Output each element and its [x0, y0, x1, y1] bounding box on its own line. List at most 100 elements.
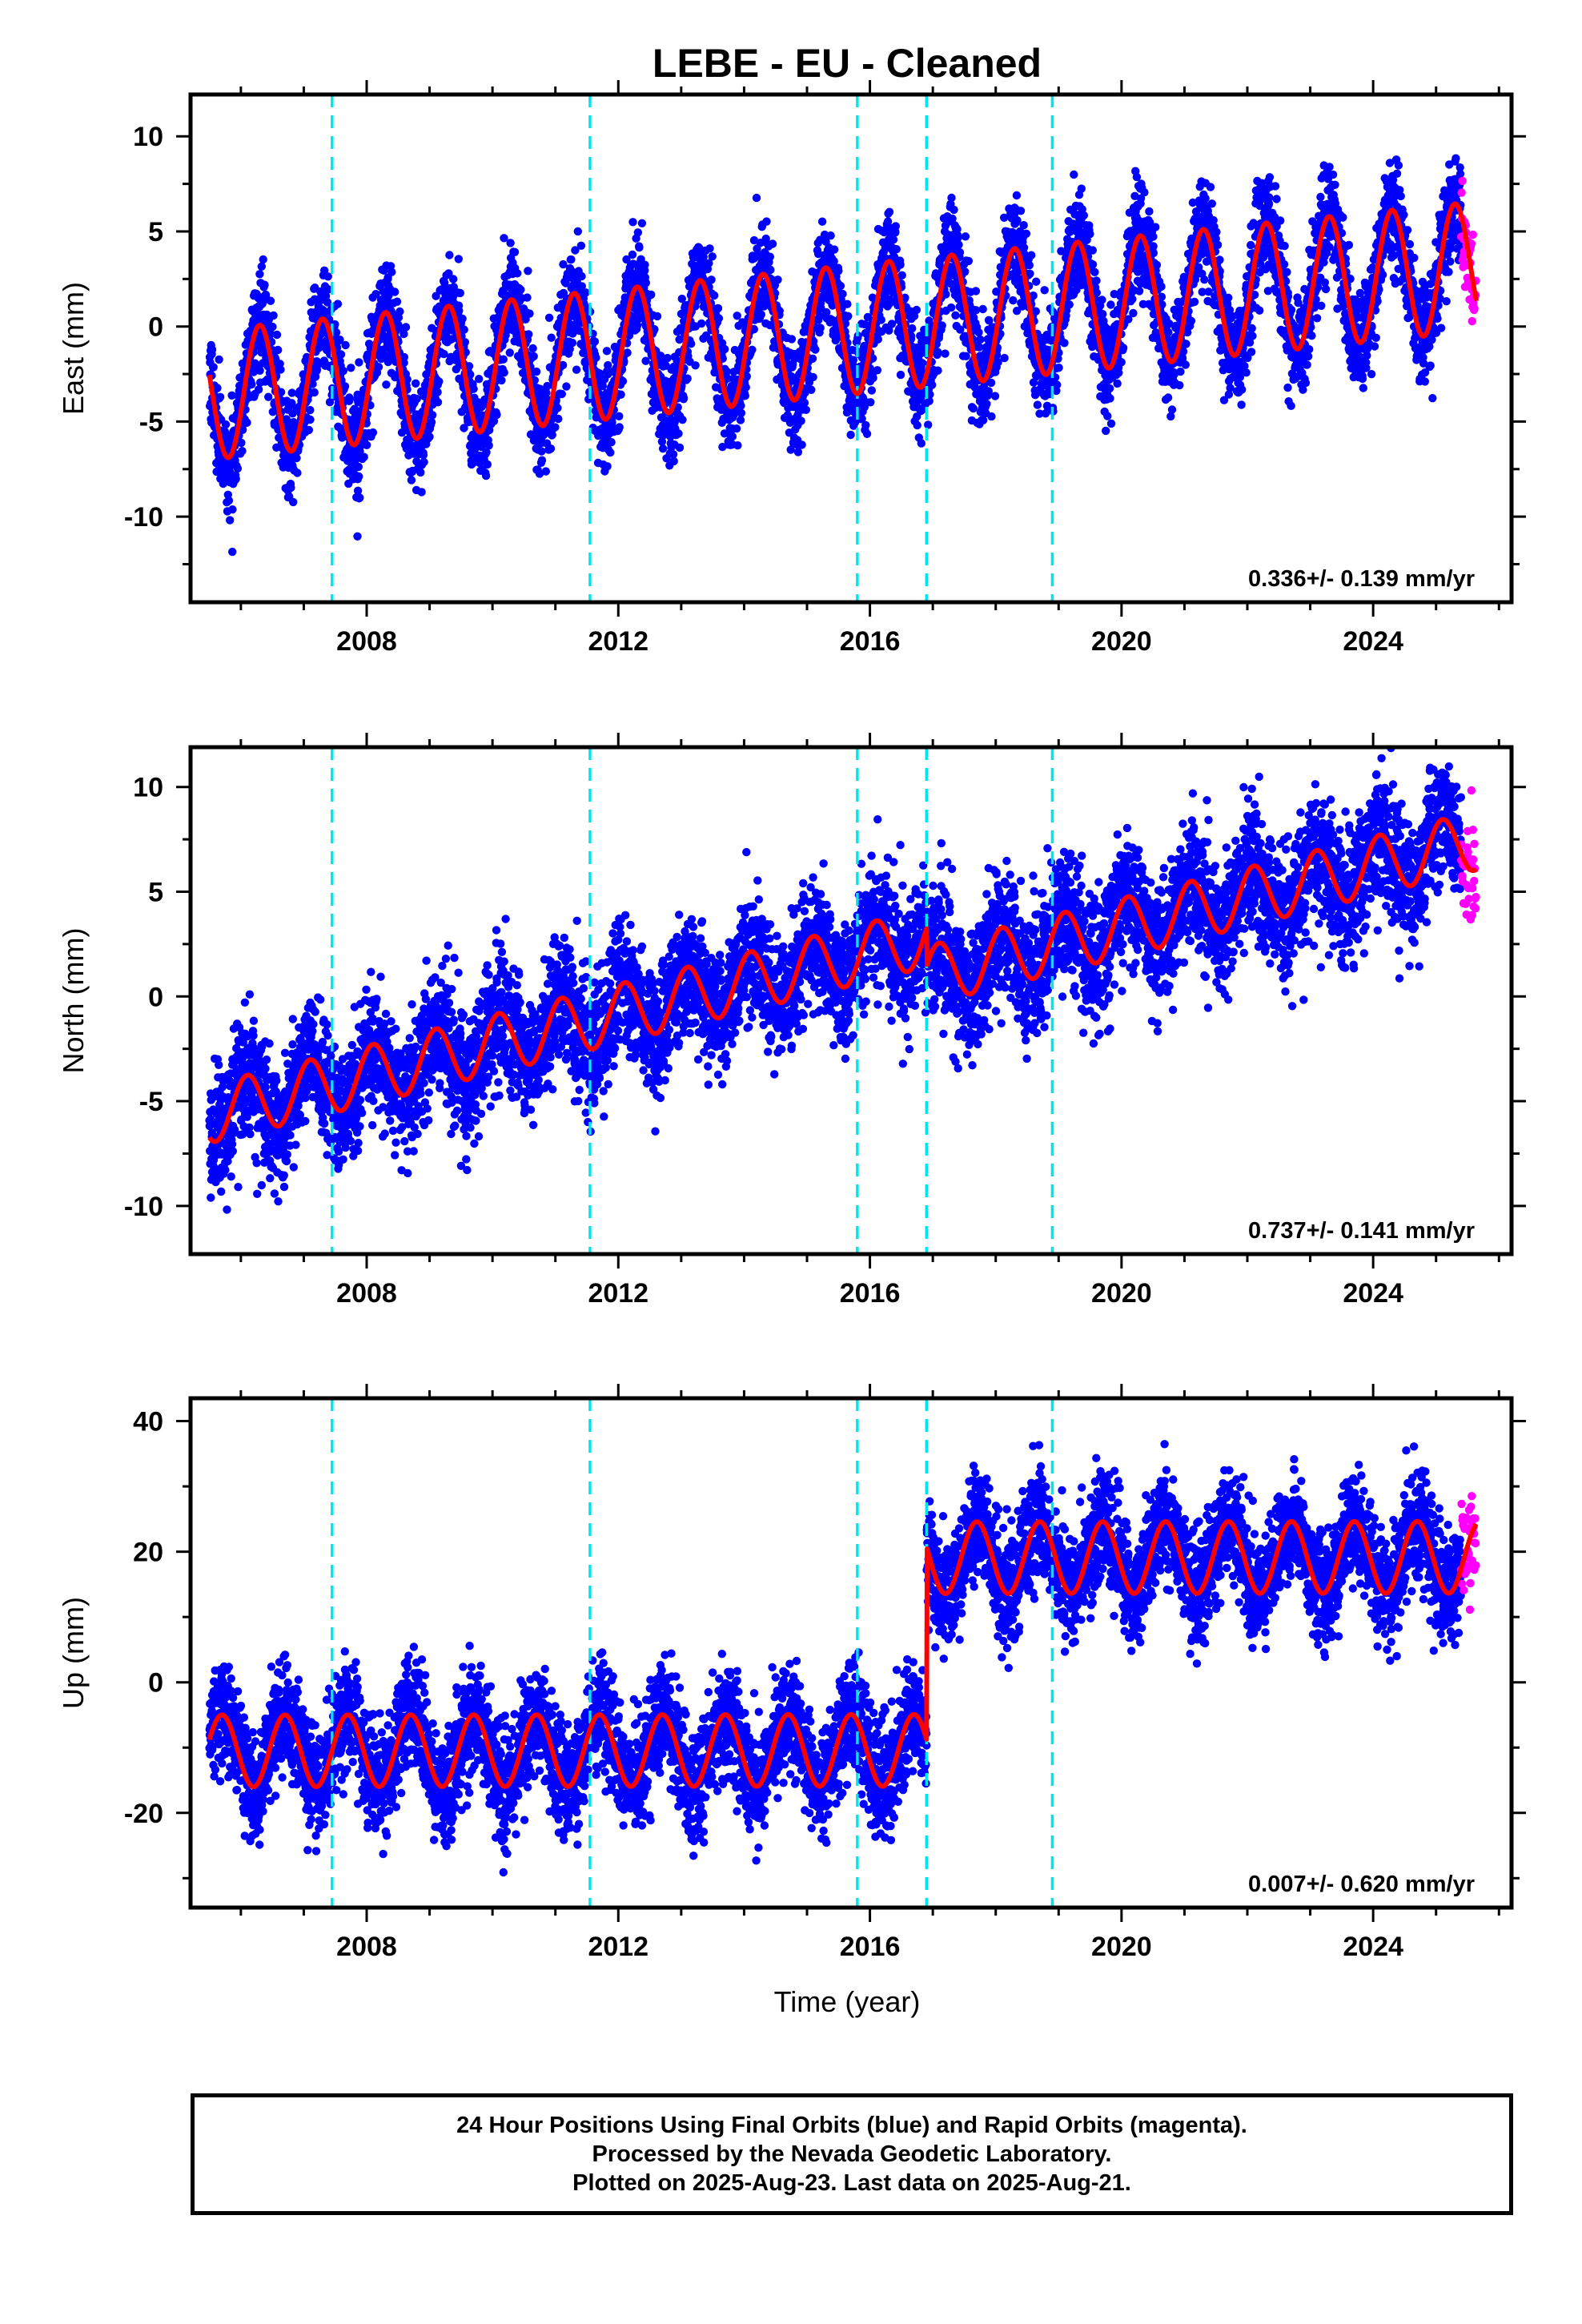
- data-point: [484, 441, 493, 450]
- data-point: [576, 241, 586, 250]
- data-point: [866, 398, 875, 407]
- data-point: [255, 366, 264, 375]
- data-point: [912, 305, 921, 315]
- data-point: [257, 262, 266, 271]
- data-point: [304, 425, 313, 435]
- data-point: [816, 324, 825, 332]
- data-point: [658, 444, 668, 453]
- data-point: [844, 312, 853, 320]
- data-point: [456, 288, 464, 298]
- data-point: [861, 420, 870, 430]
- data-point: [287, 388, 296, 397]
- data-point: [986, 378, 996, 388]
- data-point: [313, 360, 323, 369]
- data-point: [554, 414, 563, 424]
- data-point: [834, 267, 843, 275]
- data-point: [892, 245, 901, 254]
- data-point: [562, 382, 571, 391]
- data-point: [340, 382, 350, 391]
- data-point: [826, 231, 835, 240]
- data-point: [269, 311, 278, 320]
- data-point: [260, 280, 269, 289]
- data-point: [961, 232, 970, 241]
- data-point: [797, 416, 805, 425]
- data-point: [697, 319, 706, 328]
- data-point: [347, 364, 355, 372]
- data-point: [1065, 300, 1074, 309]
- data-point: [951, 311, 960, 320]
- data-point: [615, 423, 624, 432]
- data-point: [677, 294, 686, 304]
- data-point: [325, 398, 335, 407]
- data-point: [551, 423, 560, 432]
- data-point: [1088, 246, 1098, 255]
- data-point: [537, 447, 546, 456]
- data-point: [713, 304, 723, 313]
- data-point: [458, 314, 467, 324]
- data-point: [941, 349, 950, 358]
- data-point: [268, 322, 277, 332]
- data-point: [492, 410, 501, 420]
- data-point: [1054, 364, 1063, 372]
- data-point: [787, 335, 797, 344]
- data-point: [516, 285, 525, 294]
- data-point: [800, 398, 809, 408]
- data-point: [955, 248, 965, 257]
- data-point: [873, 335, 883, 344]
- data-point: [679, 394, 689, 403]
- data-point: [537, 456, 547, 464]
- data-point: [1086, 230, 1094, 239]
- data-point: [571, 246, 580, 255]
- data-point: [1016, 207, 1026, 215]
- data-point: [384, 291, 393, 300]
- data-point: [259, 255, 267, 264]
- data-point: [331, 328, 341, 337]
- data-point: [976, 335, 985, 344]
- data-point: [793, 448, 803, 456]
- data-point: [728, 432, 737, 441]
- data-point: [622, 255, 631, 264]
- data-point: [454, 255, 463, 263]
- data-point: [227, 391, 236, 400]
- data-point: [867, 386, 877, 395]
- data-point: [455, 306, 464, 316]
- data-point: [440, 349, 448, 359]
- data-point: [449, 275, 458, 283]
- data-point: [353, 532, 362, 541]
- data-point: [807, 385, 816, 394]
- data-point: [1025, 261, 1034, 270]
- data-point: [669, 450, 678, 459]
- data-point: [964, 256, 974, 266]
- data-point: [238, 447, 247, 456]
- data-point: [306, 415, 315, 424]
- data-point: [371, 290, 380, 299]
- data-point: [604, 360, 612, 370]
- data-point: [885, 207, 894, 216]
- data-point: [733, 312, 741, 320]
- data-point: [460, 338, 469, 347]
- data-point: [801, 405, 810, 414]
- data-point: [535, 469, 544, 478]
- data-point: [323, 285, 333, 294]
- data-point: [663, 353, 672, 363]
- data-point: [678, 416, 687, 424]
- data-point: [889, 235, 898, 244]
- data-point: [532, 367, 541, 376]
- data-point: [990, 392, 1000, 400]
- data-point: [460, 424, 468, 432]
- data-point: [444, 269, 453, 278]
- data-point: [362, 440, 371, 449]
- data-point: [797, 440, 806, 449]
- data-point: [887, 320, 897, 328]
- data-point: [954, 240, 963, 249]
- data-point: [641, 356, 650, 365]
- data-point: [425, 432, 434, 441]
- data-point: [635, 243, 644, 252]
- data-point: [741, 383, 750, 392]
- data-point: [1070, 170, 1078, 179]
- data-point: [1098, 296, 1106, 304]
- data-point: [524, 330, 533, 339]
- data-point: [565, 344, 574, 354]
- data-point: [528, 344, 537, 353]
